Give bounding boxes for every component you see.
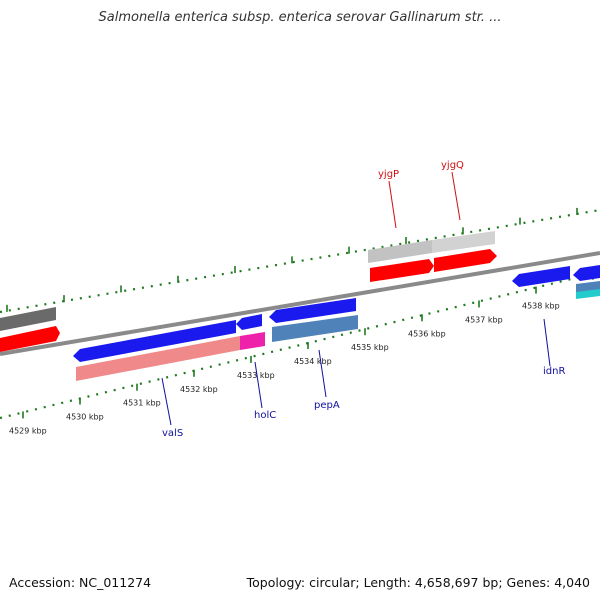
gene-valS-pseudo[interactable] <box>76 336 240 381</box>
gene-pepA-pseudo[interactable] <box>272 315 358 342</box>
kbp-tick-label: 4529 kbp <box>9 426 47 435</box>
reverse-tick-line <box>0 270 600 420</box>
yjgP-leader <box>388 180 397 229</box>
gene-label-holC[interactable]: holC <box>254 410 276 421</box>
kbp-tick-labels: 4529 kbp 4530 kbp 4531 kbp 4532 kbp 4533 kbp… <box>9 302 560 436</box>
gene-label-yjgP[interactable]: yjgP <box>378 169 399 180</box>
gene-label-yjgQ[interactable]: yjgQ <box>441 160 464 171</box>
forward-major-ticks <box>6 207 578 312</box>
accession-text: Accession: NC_011274 <box>9 575 152 590</box>
holC-leader <box>254 361 263 409</box>
gene-holC[interactable] <box>236 314 262 330</box>
gene-label-valS[interactable]: valS <box>162 428 183 439</box>
genome-summary-text: Topology: circular; Length: 4,658,697 bp… <box>246 575 590 590</box>
gene-valS[interactable] <box>73 320 236 362</box>
kbp-tick-label: 4538 kbp <box>522 302 560 311</box>
kbp-tick-label: 4535 kbp <box>351 343 389 352</box>
gene-dark-gray-left[interactable] <box>0 307 56 331</box>
gene-yjgP[interactable] <box>370 259 434 282</box>
gene-label-idnR[interactable]: idnR <box>543 366 565 377</box>
gene-label-pepA[interactable]: pepA <box>314 400 340 411</box>
gene-holC-pseudo[interactable] <box>240 332 265 350</box>
kbp-tick-label: 4534 kbp <box>294 357 332 366</box>
gene-gray-yjgQ[interactable] <box>432 231 495 253</box>
gene-red-left[interactable] <box>0 326 60 352</box>
yjgQ-leader <box>451 171 461 221</box>
kbp-tick-label: 4533 kbp <box>237 371 275 380</box>
map-title: Salmonella enterica subsp. enterica sero… <box>98 10 502 25</box>
gene-pepA[interactable] <box>269 298 356 323</box>
gene-yjgQ[interactable] <box>434 249 497 272</box>
gene-idnR[interactable] <box>512 266 570 287</box>
gene-gray-yjgP[interactable] <box>368 240 432 263</box>
kbp-tick-label: 4537 kbp <box>465 315 503 324</box>
genome-backbone <box>0 251 600 356</box>
kbp-tick-label: 4530 kbp <box>66 413 104 422</box>
valS-leader <box>161 377 172 426</box>
gene-right-blue-partial[interactable] <box>573 265 600 281</box>
gene-right-cyan-partial[interactable] <box>576 289 600 299</box>
kbp-tick-label: 4531 kbp <box>123 399 161 408</box>
kbp-tick-label: 4536 kbp <box>408 329 446 338</box>
pepA-leader <box>318 349 327 398</box>
kbp-tick-label: 4532 kbp <box>180 385 218 394</box>
forward-tick-line <box>0 208 600 314</box>
idnR-leader <box>543 318 551 367</box>
